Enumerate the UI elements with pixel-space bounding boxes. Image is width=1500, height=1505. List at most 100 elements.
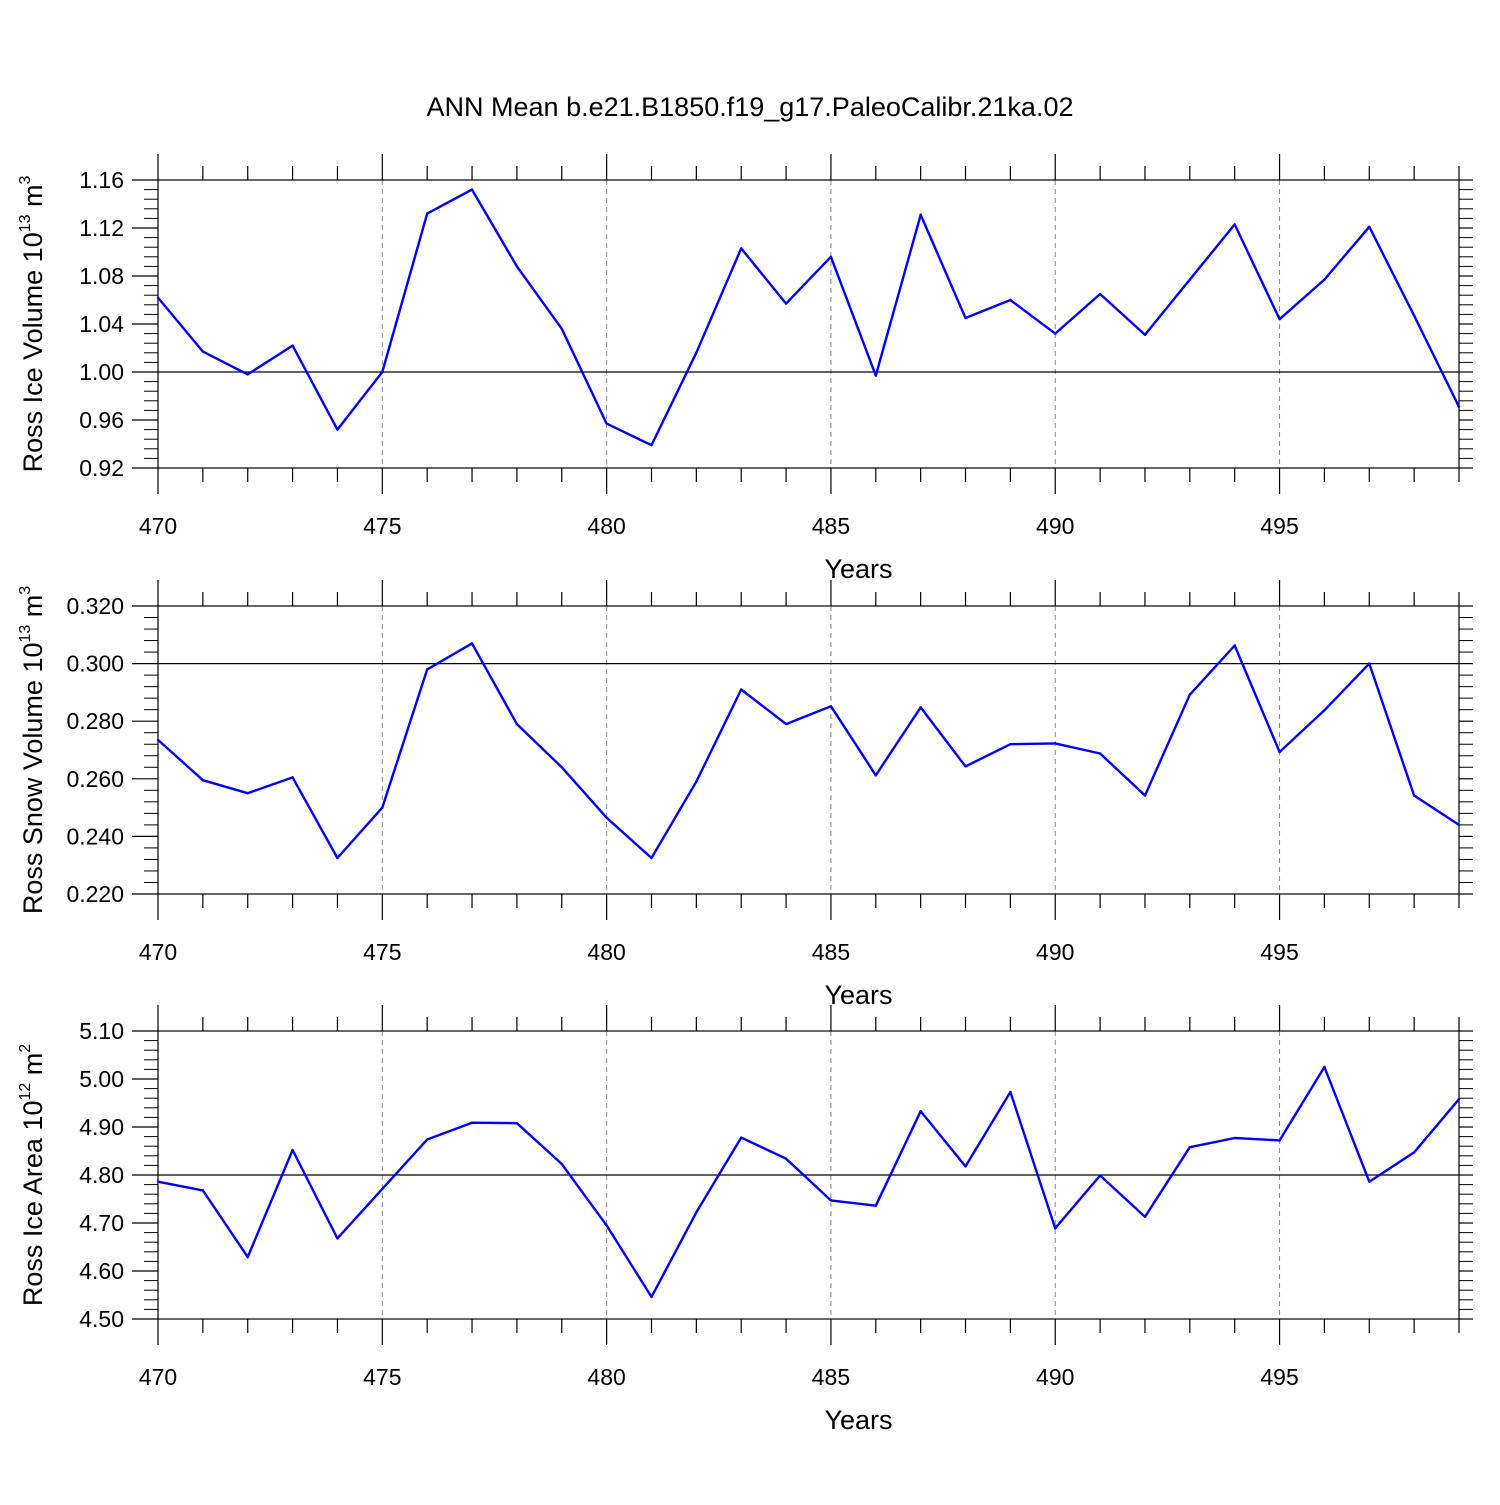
data-point <box>1188 693 1192 696</box>
data-point <box>784 722 788 726</box>
y-tick-label: 0.220 <box>66 881 124 907</box>
data-point <box>336 428 339 431</box>
data-point <box>1143 333 1147 336</box>
x-tick-label: 480 <box>587 513 625 539</box>
x-tick-label: 470 <box>139 1364 177 1390</box>
data-point <box>201 1189 205 1192</box>
data-point <box>1233 223 1236 226</box>
x-tick-label: 475 <box>363 513 401 539</box>
data-point <box>1054 742 1057 745</box>
y-axis-label-unit-exponent: 2 <box>17 1044 34 1053</box>
data-point <box>470 642 474 645</box>
data-point <box>740 1136 743 1139</box>
y-tick-label: 1.16 <box>79 167 124 193</box>
data-point <box>740 688 743 691</box>
y-tick-label: 5.00 <box>79 1066 124 1092</box>
data-point <box>425 1138 429 1141</box>
data-point <box>919 1109 922 1113</box>
data-point <box>1412 794 1416 797</box>
x-tick-label: 490 <box>1036 939 1074 965</box>
data-point <box>381 806 384 809</box>
y-tick-label: 4.80 <box>79 1162 124 1188</box>
data-point <box>1323 278 1326 281</box>
data-point <box>1188 1145 1192 1149</box>
data-point <box>1188 278 1192 281</box>
data-point <box>515 265 519 268</box>
data-point <box>515 1121 519 1125</box>
y-tick-label: 0.300 <box>66 651 124 677</box>
data-point <box>784 1157 788 1160</box>
y-axis-label: Ross Snow Volume 1013 m3 <box>17 586 48 914</box>
x-tick-label: 480 <box>587 939 625 965</box>
data-point <box>470 1121 474 1124</box>
y-tick-label: 0.240 <box>66 823 124 849</box>
data-point <box>1457 405 1461 408</box>
data-point <box>560 1162 563 1166</box>
x-tick-label: 485 <box>812 513 850 539</box>
figure-title: ANN Mean b.e21.B1850.f19_g17.PaleoCalibr… <box>427 92 1074 122</box>
y-tick-label: 1.04 <box>79 311 124 337</box>
x-tick-label: 470 <box>139 939 177 965</box>
plot-frame <box>157 179 1460 469</box>
y-axis-label-text: Ross Ice Area 10 <box>18 1101 48 1307</box>
data-point <box>1368 662 1371 665</box>
chart-panel-3: 470 475 480 485 490 495 Years 4.50 4.60 4.70 4.80 4… <box>17 1005 1473 1435</box>
y-tick-label: 4.70 <box>79 1210 124 1236</box>
data-point <box>829 705 833 708</box>
data-point <box>1233 1136 1236 1140</box>
y-tick-label: 1.08 <box>79 263 124 289</box>
data-point <box>740 247 743 250</box>
data-point <box>1457 1097 1461 1101</box>
x-tick-label: 495 <box>1260 1364 1298 1390</box>
data-point <box>605 422 608 425</box>
data-point <box>829 255 833 258</box>
data-point <box>381 370 384 374</box>
y-axis-label-exponent: 13 <box>17 625 34 643</box>
x-axis-label: Years <box>824 554 892 584</box>
y-axis-label: Ross Ice Volume 1013 m3 <box>17 175 48 472</box>
y-tick-label: 0.260 <box>66 766 124 792</box>
data-point <box>246 1255 249 1259</box>
data-point <box>874 1204 877 1207</box>
data-point <box>425 668 429 671</box>
data-point <box>650 856 653 860</box>
data-point <box>336 1237 339 1240</box>
x-tick-label: 475 <box>363 939 401 965</box>
y-axis-label-text: Ross Ice Volume 10 <box>18 232 48 472</box>
data-point <box>291 1148 294 1152</box>
series-line <box>157 642 1460 860</box>
data-point <box>1009 298 1012 302</box>
data-point <box>1412 1151 1416 1154</box>
y-axis-label-exponent: 13 <box>17 214 34 232</box>
data-point <box>246 373 249 376</box>
data-point <box>874 774 877 777</box>
y-tick-label: 0.320 <box>66 593 124 619</box>
y-tick-label: 5.10 <box>79 1018 124 1044</box>
series-line <box>157 1065 1460 1299</box>
data-point <box>1054 332 1057 335</box>
y-tick-label: 0.280 <box>66 708 124 734</box>
data-point <box>291 344 294 347</box>
data-point <box>1323 1065 1326 1069</box>
data-point <box>560 766 563 769</box>
y-tick-label: 4.90 <box>79 1114 124 1140</box>
x-tick-label: 470 <box>139 513 177 539</box>
data-point <box>1368 225 1371 228</box>
data-point <box>381 1187 384 1191</box>
x-tick-label: 495 <box>1260 939 1298 965</box>
data-point <box>1009 1090 1012 1094</box>
y-tick-label: 0.96 <box>79 407 124 433</box>
data-point <box>964 316 967 320</box>
data-point <box>1054 1227 1057 1230</box>
data-point <box>650 444 653 447</box>
data-point <box>201 779 205 782</box>
chart-panel-2: 470 475 480 485 490 495 Years 0.220 0.240 0.260 0.… <box>17 580 1473 1010</box>
data-point <box>1143 794 1147 797</box>
x-tick-label: 495 <box>1260 513 1298 539</box>
x-tick-label: 485 <box>812 1364 850 1390</box>
y-tick-label: 4.60 <box>79 1258 124 1284</box>
y-tick-label: 0.92 <box>79 455 124 481</box>
data-point <box>829 1199 833 1202</box>
